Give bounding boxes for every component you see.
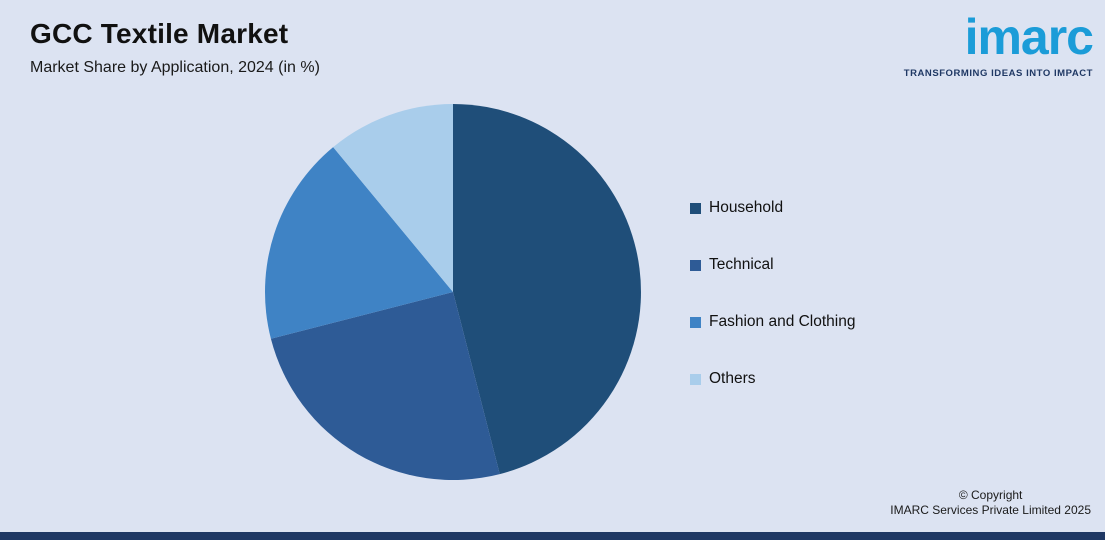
chart-subtitle: Market Share by Application, 2024 (in %) — [30, 59, 320, 76]
copyright-notice: © Copyright IMARC Services Private Limit… — [890, 488, 1091, 518]
legend-item: Fashion and Clothing — [690, 313, 856, 331]
pie-slice-technical — [270, 292, 500, 480]
bottom-accent-bar — [0, 532, 1105, 540]
imarc-logo-tagline: TRANSFORMING IDEAS INTO IMPACT — [903, 68, 1093, 79]
legend-label: Technical — [709, 256, 774, 273]
pie-slice-household — [453, 104, 641, 475]
legend-item: Technical — [690, 256, 856, 274]
copyright-line1: © Copyright — [958, 488, 1023, 502]
legend-swatch-icon — [690, 316, 701, 328]
copyright-line2: IMARC Services Private Limited 2025 — [890, 503, 1091, 517]
imarc-logo: imarc TRANSFORMING IDEAS INTO IMPACT — [903, 8, 1094, 79]
legend-swatch-icon — [690, 259, 701, 271]
legend-label: Others — [709, 370, 756, 387]
pie-slice-fashion-and-clothing — [265, 147, 453, 339]
legend-label: Fashion and Clothing — [709, 313, 856, 330]
imarc-logo-wordmark: imarc — [964, 9, 1094, 65]
legend-item: Others — [690, 370, 856, 388]
legend-swatch-icon — [690, 373, 701, 385]
legend-swatch-icon — [690, 202, 701, 214]
legend-item: Household — [690, 199, 856, 217]
legend: Household Technical Fashion and Clothing Ot… — [690, 199, 856, 388]
pie-slice-others — [333, 104, 453, 292]
chart-header: GCC Textile Market Market Share by Appli… — [30, 18, 320, 77]
pie-chart — [265, 104, 641, 480]
chart-title: GCC Textile Market — [30, 18, 289, 49]
legend-label: Household — [709, 199, 784, 216]
